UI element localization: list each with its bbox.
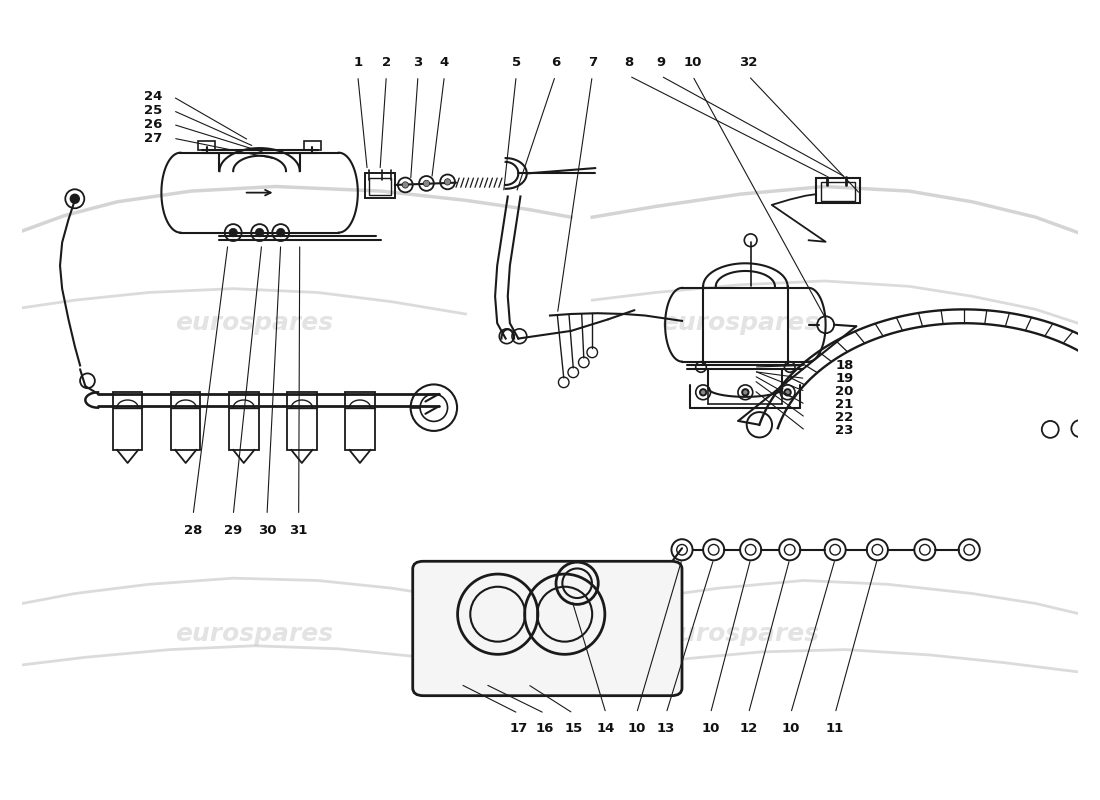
Ellipse shape: [424, 180, 430, 186]
Ellipse shape: [70, 194, 79, 203]
Text: eurospares: eurospares: [175, 622, 333, 646]
Text: 10: 10: [627, 722, 646, 735]
Text: 1: 1: [353, 55, 362, 69]
Text: eurospares: eurospares: [175, 311, 333, 335]
Text: 21: 21: [835, 398, 854, 411]
Text: 15: 15: [564, 722, 582, 735]
Text: 32: 32: [739, 55, 758, 69]
Text: 7: 7: [587, 55, 597, 69]
Text: 8: 8: [625, 55, 634, 69]
Text: eurospares: eurospares: [661, 622, 820, 646]
Text: 6: 6: [551, 55, 560, 69]
Text: 5: 5: [512, 55, 520, 69]
Text: 9: 9: [657, 55, 665, 69]
Text: 10: 10: [782, 722, 800, 735]
Text: 3: 3: [414, 55, 422, 69]
Text: 26: 26: [144, 118, 163, 130]
Ellipse shape: [784, 389, 791, 395]
Text: 10: 10: [683, 55, 702, 69]
Text: 18: 18: [835, 359, 854, 372]
Ellipse shape: [742, 389, 748, 395]
Text: 25: 25: [144, 104, 163, 117]
Ellipse shape: [444, 178, 451, 185]
Text: 4: 4: [440, 55, 449, 69]
Ellipse shape: [229, 228, 238, 237]
Text: 14: 14: [597, 722, 615, 735]
Bar: [170, 392, 200, 450]
Text: 23: 23: [835, 424, 854, 438]
Ellipse shape: [255, 228, 264, 237]
Bar: [198, 141, 216, 150]
Bar: [822, 182, 855, 201]
Text: 27: 27: [144, 132, 163, 145]
Text: 29: 29: [224, 524, 242, 537]
Text: 28: 28: [184, 524, 202, 537]
Ellipse shape: [403, 182, 408, 188]
Ellipse shape: [700, 389, 706, 395]
Text: 22: 22: [835, 411, 854, 424]
Text: 13: 13: [657, 722, 675, 735]
Bar: [229, 392, 258, 450]
Ellipse shape: [276, 228, 285, 237]
Text: 19: 19: [835, 372, 854, 385]
Bar: [287, 392, 317, 450]
Text: eurospares: eurospares: [661, 311, 820, 335]
Text: 24: 24: [144, 90, 163, 103]
Bar: [113, 392, 142, 450]
Text: 10: 10: [702, 722, 719, 735]
Text: 30: 30: [257, 524, 276, 537]
FancyBboxPatch shape: [412, 562, 682, 696]
Bar: [365, 173, 395, 198]
Text: 20: 20: [835, 385, 854, 398]
Text: 2: 2: [382, 55, 390, 69]
Text: 12: 12: [739, 722, 758, 735]
Text: 16: 16: [536, 722, 554, 735]
Text: 31: 31: [289, 524, 308, 537]
Bar: [304, 141, 321, 150]
Bar: [345, 392, 375, 450]
Bar: [816, 178, 860, 203]
Text: 17: 17: [509, 722, 527, 735]
Text: 11: 11: [826, 722, 844, 735]
Bar: [370, 178, 390, 195]
